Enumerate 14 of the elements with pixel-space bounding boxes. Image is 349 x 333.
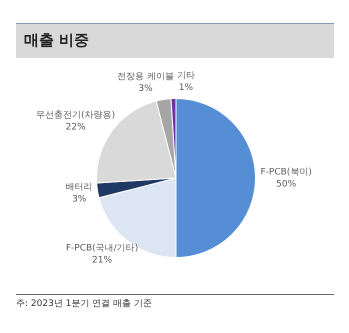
text: 주: 2023년 1분기 연결 매출 기준 [16,298,153,310]
slice-label: 배터리 [66,182,93,192]
chart-title: 매출 비중 [24,31,90,50]
slice-label: F-PCB(북미) [260,167,312,178]
data-label: 21% [92,256,112,266]
data-label: 3% [72,194,87,204]
slice-label: 기타 [176,70,195,81]
data-label: 3% [138,84,154,94]
slice-label: F-PCB(국내/기타) [66,244,138,254]
slice-label: 무선충전기(차량용) [36,110,116,121]
data-label: 50% [276,179,297,190]
slice-label: 전장용 케이블 [117,72,174,82]
data-label: 1% [178,82,194,93]
data-label: 22% [66,122,86,133]
